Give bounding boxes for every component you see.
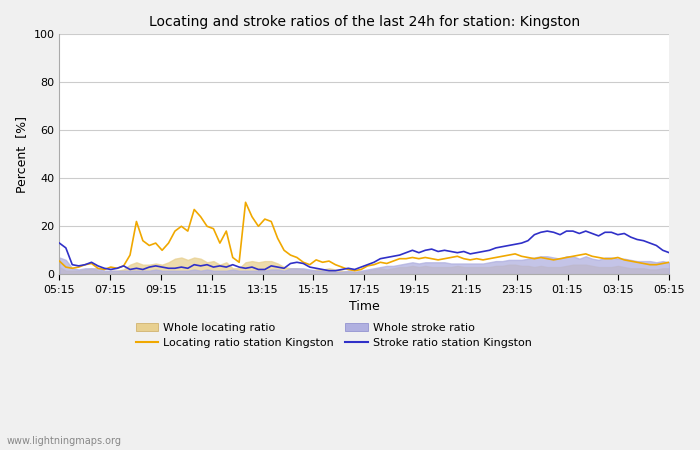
Text: www.lightningmaps.org: www.lightningmaps.org [7, 436, 122, 446]
Legend: Whole locating ratio, Locating ratio station Kingston, Whole stroke ratio, Strok: Whole locating ratio, Locating ratio sta… [131, 318, 536, 353]
X-axis label: Time: Time [349, 300, 379, 313]
Y-axis label: Percent  [%]: Percent [%] [15, 116, 28, 193]
Title: Locating and stroke ratios of the last 24h for station: Kingston: Locating and stroke ratios of the last 2… [148, 15, 580, 29]
